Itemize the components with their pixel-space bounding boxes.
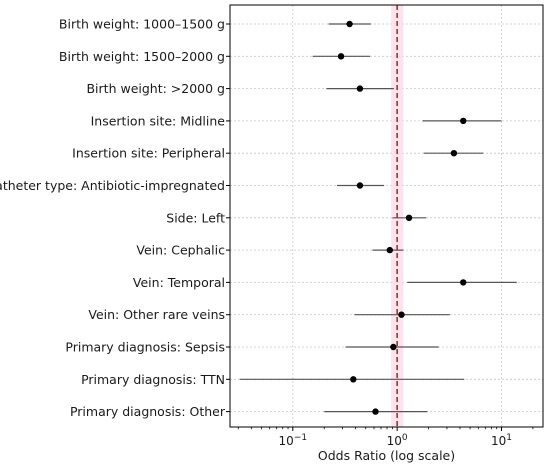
point-estimate	[346, 20, 353, 28]
y-tick-label: Vein: Temporal	[133, 275, 225, 290]
point-estimate	[405, 214, 413, 221]
y-tick-label: Catheter type: Antibiotic-impregnated	[0, 178, 225, 193]
y-tick-label: Primary diagnosis: TTN	[81, 372, 225, 387]
point-estimate	[337, 53, 345, 60]
point-estimate	[390, 343, 397, 351]
y-tick-layer: Birth weight: 1000–1500 g Birth weight: 1…	[0, 17, 230, 419]
point-estimate	[386, 246, 393, 254]
y-tick-label: Vein: Cephalic	[136, 243, 225, 258]
x-axis-label: Odds Ratio (log scale)	[318, 448, 455, 463]
point-layer	[337, 20, 467, 415]
point-estimate	[398, 311, 405, 318]
x-tick-label: 100	[387, 433, 408, 448]
point-estimate	[350, 376, 357, 383]
y-tick-label: Birth weight: >2000 g	[86, 81, 225, 96]
point-estimate	[372, 408, 379, 415]
plot-frame	[229, 4, 544, 428]
y-tick-label: Primary diagnosis: Sepsis	[65, 340, 225, 355]
y-tick-label: Insertion site: Peripheral	[72, 146, 225, 161]
point-estimate	[356, 182, 364, 189]
y-tick-label: Birth weight: 1000–1500 g	[59, 17, 225, 32]
point-estimate	[450, 150, 458, 157]
x-tick-label: 101	[491, 433, 512, 448]
y-tick-label: Birth weight: 1500–2000 g	[59, 49, 225, 64]
y-tick-label: Vein: Other rare veins	[88, 307, 225, 322]
point-estimate	[460, 117, 467, 125]
point-estimate	[460, 279, 467, 286]
point-estimate	[356, 85, 364, 92]
y-tick-label: Insertion site: Midline	[91, 113, 226, 128]
axes-frame	[229, 4, 544, 428]
y-tick-label: Primary diagnosis: Other	[70, 404, 226, 419]
x-tick-layer: 10−1 100 101	[237, 427, 534, 448]
y-tick-label: Side: Left	[166, 210, 225, 225]
x-tick-label: 10−1	[279, 433, 308, 448]
